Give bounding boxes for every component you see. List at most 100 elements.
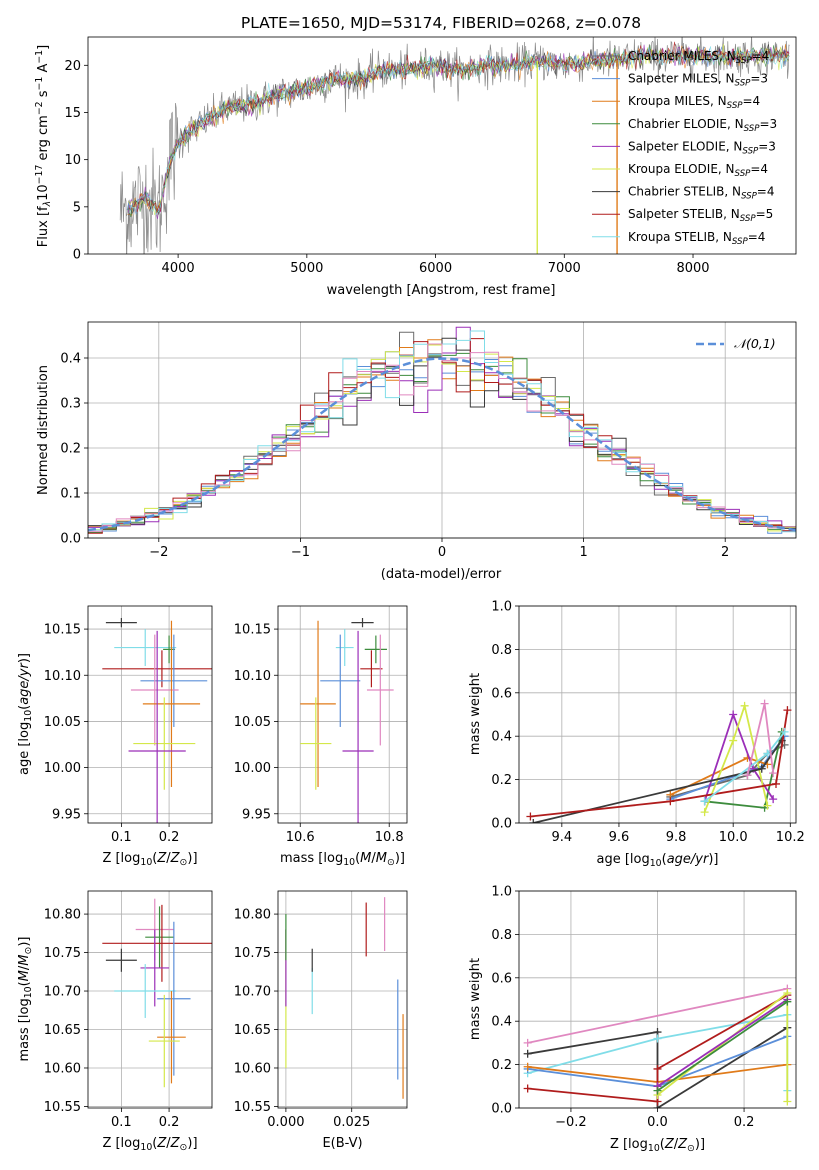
mass-weight-line [533,739,783,823]
y-tick-label: 0.2 [491,773,512,788]
y-tick-label: 10.75 [44,946,81,961]
data-point-marker [783,1097,792,1106]
y-tick-label: 0.0 [491,1102,512,1117]
mass-weight-line [656,998,788,1088]
data-point-marker [743,771,752,780]
y-tick-label: 0.8 [491,643,512,658]
x-tick-label: 10.0 [719,830,748,845]
mass-vs-ebv-frame [277,890,408,1109]
y-tick-label: 9.95 [242,807,271,822]
legend-label: Salpeter MILES, NSSP=3 [628,72,768,89]
x-axis-label: Z [log10(Z/Z⊙)] [102,851,197,868]
model-spectrum-line [127,44,790,218]
y-tick-label: 15 [64,106,81,121]
age-vs-mass-frame [277,605,408,824]
data-point-marker [729,736,738,745]
x-tick-label: 0.2 [159,1115,180,1130]
weight-vs-age-plot [526,699,792,823]
x-tick-label: 7000 [548,261,581,276]
x-axis-label: Z [log10(Z/Z⊙)] [102,1136,197,1153]
weight-vs-age-axes: 9.4 9.6 9.8 10.0 10.2 0.0 0.2 0.4 0.6 0.8 1.0 [491,600,804,846]
y-tick-label: 0.0 [491,817,512,832]
age-vs-z-axes: 0.1 0.2 9.95 10.00 10.05 10.10 10.15 [44,606,212,845]
y-tick-label: 10.70 [44,985,81,1000]
data-point-marker [700,797,709,806]
x-tick-label: 10.2 [776,830,805,845]
data-point-marker [526,812,535,821]
x-axis-label: E(B-V) [322,1136,362,1151]
legend-label: Kroupa ELODIE, NSSP=4 [628,162,768,179]
x-tick-label: 9.4 [551,830,572,845]
y-tick-label: 10.55 [44,1100,81,1115]
data-point-marker [760,699,769,708]
data-point-marker [523,1038,532,1047]
y-tick-label: 1.0 [491,885,512,900]
y-tick-label: 0.8 [491,928,512,943]
y-tick-label: 10.60 [234,1061,271,1076]
y-tick-label: 0.4 [491,730,512,745]
spectrum-axes: 4000 5000 6000 7000 8000 0 5 10 15 20 [64,59,709,276]
legend-label: 𝒩(0,1) [734,336,776,351]
x-axis-label: (data-model)/error [381,567,502,582]
data-point-marker [763,801,772,810]
spectrum-plot [119,37,790,254]
y-tick-label: 5 [73,200,81,215]
data-point-marker [523,1049,532,1058]
data-point-marker [757,764,766,773]
y-tick-label: 9.95 [52,807,81,822]
x-tick-label: 1 [579,545,587,560]
x-tick-label: −1 [291,545,310,560]
y-tick-label: 10.55 [234,1100,271,1115]
y-tick-label: 0.4 [60,352,81,367]
x-axis-label: wavelength [Angstrom, rest frame] [327,283,556,298]
x-tick-label: −0.2 [555,1115,587,1130]
legend-label: Salpeter ELODIE, NSSP=3 [628,139,776,156]
x-tick-label: 0.0 [647,1115,668,1130]
x-axis-label: age [log10(age/yr)] [596,852,718,869]
data-point-marker [769,795,778,804]
y-axis-label: mass weight [468,958,483,1040]
x-tick-label: 9.6 [609,830,630,845]
x-tick-label: 8000 [676,261,709,276]
spectrum-frame [87,36,797,255]
mass-vs-z-frame [87,890,213,1109]
y-tick-label: 10.80 [234,908,271,923]
mass-weight-line [656,991,789,1102]
data-point-marker [653,1064,662,1073]
y-tick-label: 10.70 [234,985,271,1000]
y-tick-label: 0.6 [491,971,512,986]
mass-vs-z-axes: 0.1 0.2 10.55 10.60 10.65 10.70 10.75 10.80 [44,891,212,1130]
legend-label: Chabrier STELIB, NSSP=4 [628,185,775,202]
mass-weight-line [656,1000,788,1092]
age-vs-z-frame [87,605,213,824]
chart-title: PLATE=1650, MJD=53174, FIBERID=0268, z=0… [241,14,641,32]
mass-weight-line [527,987,788,1044]
age-vs-z-plot [102,618,212,823]
y-tick-label: 0 [73,248,81,263]
residuals-frame [87,321,797,539]
mass-vs-ebv-plot [285,897,404,1099]
x-tick-label: 0.1 [111,1115,132,1130]
residuals-plot [88,326,796,535]
y-axis-label: Normed distribution [36,365,51,495]
data-point-marker [523,1062,532,1071]
legend-label: Salpeter STELIB, NSSP=5 [628,207,773,224]
data-point-marker [783,706,792,715]
data-point-marker [783,997,792,1006]
weight-vs-z-axes: −0.2 0.0 0.2 0.0 0.2 0.4 0.6 0.8 1.0 [491,885,796,1130]
data-point-marker [653,1034,662,1043]
x-tick-label: 0 [438,545,446,560]
weight-vs-age-frame [518,605,797,824]
y-tick-label: 0.2 [60,442,81,457]
y-axis-label: age [log10(age/yr)] [17,653,34,775]
x-tick-label: 0.1 [111,830,132,845]
data-point-marker [700,808,709,817]
x-tick-label: 0.2 [159,830,180,845]
y-axis-label: mass [log10(M/M⊙)] [17,937,34,1062]
data-point-marker [769,769,778,778]
y-tick-label: 0.1 [60,487,81,502]
age-vs-mass-plot [300,618,394,823]
y-tick-label: 20 [64,59,81,74]
x-axis-label: mass [log10(M/M⊙)] [280,851,405,868]
